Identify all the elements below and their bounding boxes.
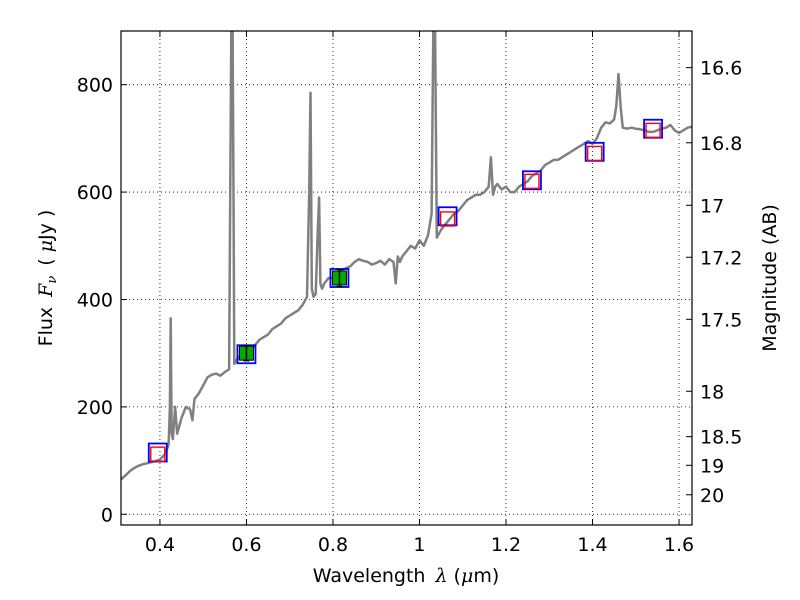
spectrum-line [121, 31, 692, 481]
photometry-markers [147, 118, 663, 463]
x-tick-label: 1.4 [577, 534, 607, 556]
model-photometry-point [522, 170, 542, 191]
x-axis-unit-rest: m) [473, 565, 499, 587]
x-tick-label: 0.8 [318, 534, 348, 556]
x-axis-unit-mu: μ [461, 565, 473, 587]
magnitude-tick-label: 17.2 [700, 247, 742, 269]
x-axis-unit-open: ( [454, 565, 461, 587]
magnitude-tick-label: 18.5 [700, 427, 742, 449]
y-axis-unit-rest: Jy ) [35, 210, 57, 241]
observed-photometry-point [439, 211, 456, 227]
magnitude-tick-label: 20 [700, 485, 724, 507]
y2-axis-label: Magnitude (AB) [759, 204, 781, 352]
observed-photometry-point [645, 122, 661, 139]
magnitude-axis-ticks: 16.6 16.8 17 17.2 17.5 18 18.5 19 20 [686, 58, 742, 507]
y-axis-label: Flux Fν ( μJy ) [35, 210, 60, 347]
observed-photometry-point [150, 446, 166, 462]
y-axis-ticks: 0 200 400 600 800 [77, 75, 127, 526]
magnitude-tick-label: 17 [700, 195, 724, 217]
magnitude-tick-label: 16.8 [700, 133, 742, 155]
y-tick-label: 400 [77, 289, 113, 311]
y-tick-label: 800 [77, 75, 113, 97]
y-axis-unit-open: ( [35, 258, 57, 265]
x-tick-label: 0.4 [145, 534, 175, 556]
observed-photometry-point [586, 145, 603, 162]
y-tick-label: 0 [101, 504, 113, 526]
y-axis-F: F [35, 283, 57, 298]
x-axis-label: Wavelength λ (μm) [313, 565, 499, 587]
observed-photometry-point [524, 173, 540, 190]
magnitude-tick-label: 19 [700, 455, 724, 477]
x-axis-lambda: λ [434, 565, 447, 587]
x-axis-ticks: 0.4 0.6 0.8 1 1.2 1.4 1.6 [145, 31, 694, 556]
plot-frame [120, 30, 693, 526]
y-tick-label: 200 [77, 397, 113, 419]
x-axis-label-text: Wavelength [313, 565, 426, 587]
y-tick-label: 600 [77, 182, 113, 204]
x-tick-label: 1.6 [664, 534, 694, 556]
y-axis-label-text: Flux [35, 307, 57, 347]
y-axis-unit-mu: μ [35, 240, 57, 252]
y-axis-nu: ν [45, 276, 60, 284]
x-tick-label: 1 [413, 534, 425, 556]
magnitude-tick-label: 18 [700, 381, 724, 403]
magnitude-tick-label: 16.6 [700, 58, 742, 80]
x-tick-label: 0.6 [231, 534, 261, 556]
x-tick-label: 1.2 [491, 534, 521, 556]
magnitude-tick-label: 17.5 [700, 309, 742, 331]
